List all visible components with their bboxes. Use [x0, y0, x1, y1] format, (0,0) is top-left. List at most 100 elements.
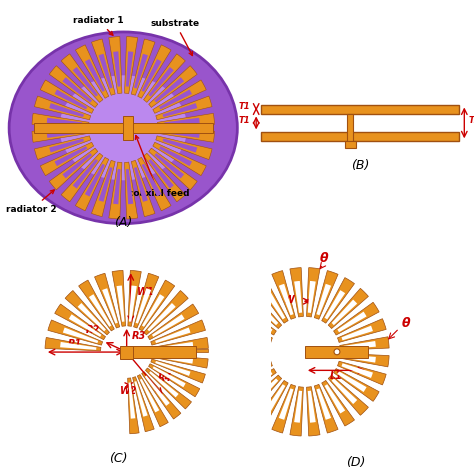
Wedge shape	[159, 90, 192, 109]
Wedge shape	[91, 39, 115, 95]
Wedge shape	[308, 281, 316, 313]
Wedge shape	[144, 153, 185, 202]
Wedge shape	[47, 130, 82, 138]
Wedge shape	[109, 36, 122, 93]
Wedge shape	[73, 159, 98, 189]
Wedge shape	[341, 363, 373, 378]
Wedge shape	[134, 167, 148, 202]
Wedge shape	[290, 387, 303, 436]
Text: T1: T1	[238, 116, 250, 125]
Text: W2: W2	[120, 386, 138, 396]
Wedge shape	[224, 361, 273, 385]
Wedge shape	[234, 355, 266, 363]
Wedge shape	[32, 129, 89, 142]
Wedge shape	[231, 369, 276, 401]
Text: radiator 1: radiator 1	[73, 16, 124, 35]
Wedge shape	[137, 374, 168, 427]
Wedge shape	[314, 271, 338, 319]
Text: (C): (C)	[109, 452, 128, 465]
Wedge shape	[307, 387, 320, 436]
Wedge shape	[35, 96, 91, 120]
Wedge shape	[332, 300, 357, 325]
Wedge shape	[337, 311, 366, 332]
Wedge shape	[153, 337, 208, 351]
Wedge shape	[112, 271, 126, 326]
Wedge shape	[128, 383, 135, 419]
Wedge shape	[85, 164, 105, 197]
Wedge shape	[241, 288, 282, 328]
Wedge shape	[94, 273, 120, 328]
Text: (A): (A)	[114, 217, 132, 229]
Wedge shape	[138, 157, 171, 211]
Wedge shape	[73, 67, 98, 97]
Wedge shape	[142, 164, 162, 197]
Ellipse shape	[9, 32, 237, 224]
Wedge shape	[243, 371, 273, 392]
Wedge shape	[151, 359, 205, 383]
Wedge shape	[337, 361, 386, 385]
Bar	[305, 346, 368, 358]
Wedge shape	[109, 162, 122, 219]
Wedge shape	[148, 67, 174, 97]
Wedge shape	[40, 142, 94, 176]
Text: R2: R2	[86, 325, 100, 335]
Wedge shape	[134, 381, 148, 417]
Wedge shape	[65, 291, 109, 335]
Wedge shape	[40, 80, 94, 113]
Wedge shape	[153, 142, 206, 176]
Wedge shape	[341, 326, 373, 340]
Wedge shape	[113, 169, 120, 204]
Wedge shape	[334, 369, 379, 401]
Text: (B): (B)	[351, 159, 369, 172]
Wedge shape	[317, 388, 331, 420]
Text: substrate: substrate	[151, 18, 200, 55]
Bar	[123, 116, 133, 140]
Wedge shape	[129, 285, 137, 322]
Wedge shape	[131, 39, 155, 95]
Wedge shape	[255, 381, 288, 426]
Wedge shape	[149, 371, 179, 397]
Wedge shape	[69, 314, 101, 337]
Wedge shape	[279, 388, 293, 420]
Wedge shape	[253, 378, 278, 404]
Bar	[261, 105, 459, 113]
Bar	[34, 123, 213, 133]
Wedge shape	[325, 384, 345, 413]
Wedge shape	[157, 356, 193, 364]
Wedge shape	[157, 342, 193, 350]
Wedge shape	[272, 384, 295, 433]
Wedge shape	[125, 36, 138, 93]
Text: W1: W1	[137, 287, 154, 297]
Wedge shape	[128, 378, 139, 434]
Wedge shape	[241, 375, 282, 415]
Bar	[345, 141, 356, 148]
Wedge shape	[136, 288, 151, 324]
Wedge shape	[294, 391, 302, 423]
Bar	[261, 132, 459, 141]
Wedge shape	[340, 354, 389, 367]
Wedge shape	[308, 391, 316, 423]
Wedge shape	[61, 54, 103, 102]
Wedge shape	[294, 281, 302, 313]
Wedge shape	[344, 355, 376, 363]
Wedge shape	[113, 51, 120, 87]
Wedge shape	[117, 285, 125, 322]
Wedge shape	[322, 381, 355, 426]
Wedge shape	[234, 341, 266, 349]
Wedge shape	[148, 304, 199, 340]
Bar	[127, 346, 196, 358]
Wedge shape	[102, 288, 118, 324]
Wedge shape	[49, 66, 98, 108]
Wedge shape	[35, 136, 91, 160]
Wedge shape	[322, 278, 355, 323]
Wedge shape	[91, 160, 115, 217]
Wedge shape	[155, 361, 191, 376]
Text: T1: T1	[238, 102, 250, 111]
Wedge shape	[153, 366, 186, 387]
Wedge shape	[146, 368, 191, 409]
Wedge shape	[144, 54, 185, 102]
Wedge shape	[131, 160, 155, 217]
Text: R3: R3	[132, 331, 146, 341]
Text: (D): (D)	[346, 456, 365, 469]
Wedge shape	[125, 162, 138, 219]
